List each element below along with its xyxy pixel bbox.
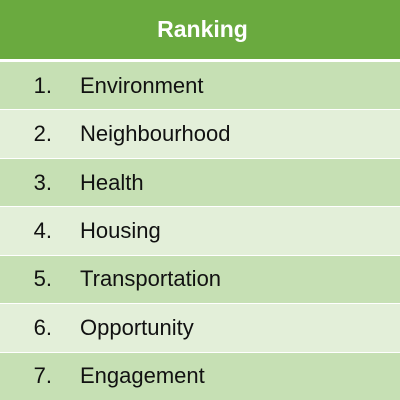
table-header: Ranking <box>0 0 400 62</box>
rank-number: 5. <box>33 266 52 292</box>
rank-label: Engagement <box>80 363 205 389</box>
rank-label: Transportation <box>80 266 222 292</box>
rank-number: 1. <box>33 72 52 98</box>
table-row: 5. Transportation <box>0 255 400 305</box>
rank-number: 7. <box>33 363 52 389</box>
rank-number: 2. <box>33 121 52 147</box>
rank-label: Opportunity <box>80 314 194 340</box>
table-row: 7. Engagement <box>0 352 400 400</box>
table-row: 4. Housing <box>0 207 400 256</box>
rank-label: Health <box>80 169 144 195</box>
table-row: 3. Health <box>0 158 400 208</box>
table-body: 1. Environment 2. Neighbourhood 3. Healt… <box>0 62 400 400</box>
rank-label: Housing <box>80 217 161 243</box>
rank-number: 6. <box>33 314 52 340</box>
rank-number: 4. <box>33 217 52 243</box>
rank-number: 3. <box>33 169 52 195</box>
table-row: 6. Opportunity <box>0 304 400 353</box>
rank-label: Neighbourhood <box>80 121 231 147</box>
table-row: 1. Environment <box>0 62 400 111</box>
table-row: 2. Neighbourhood <box>0 110 400 159</box>
rank-label: Environment <box>80 72 204 98</box>
